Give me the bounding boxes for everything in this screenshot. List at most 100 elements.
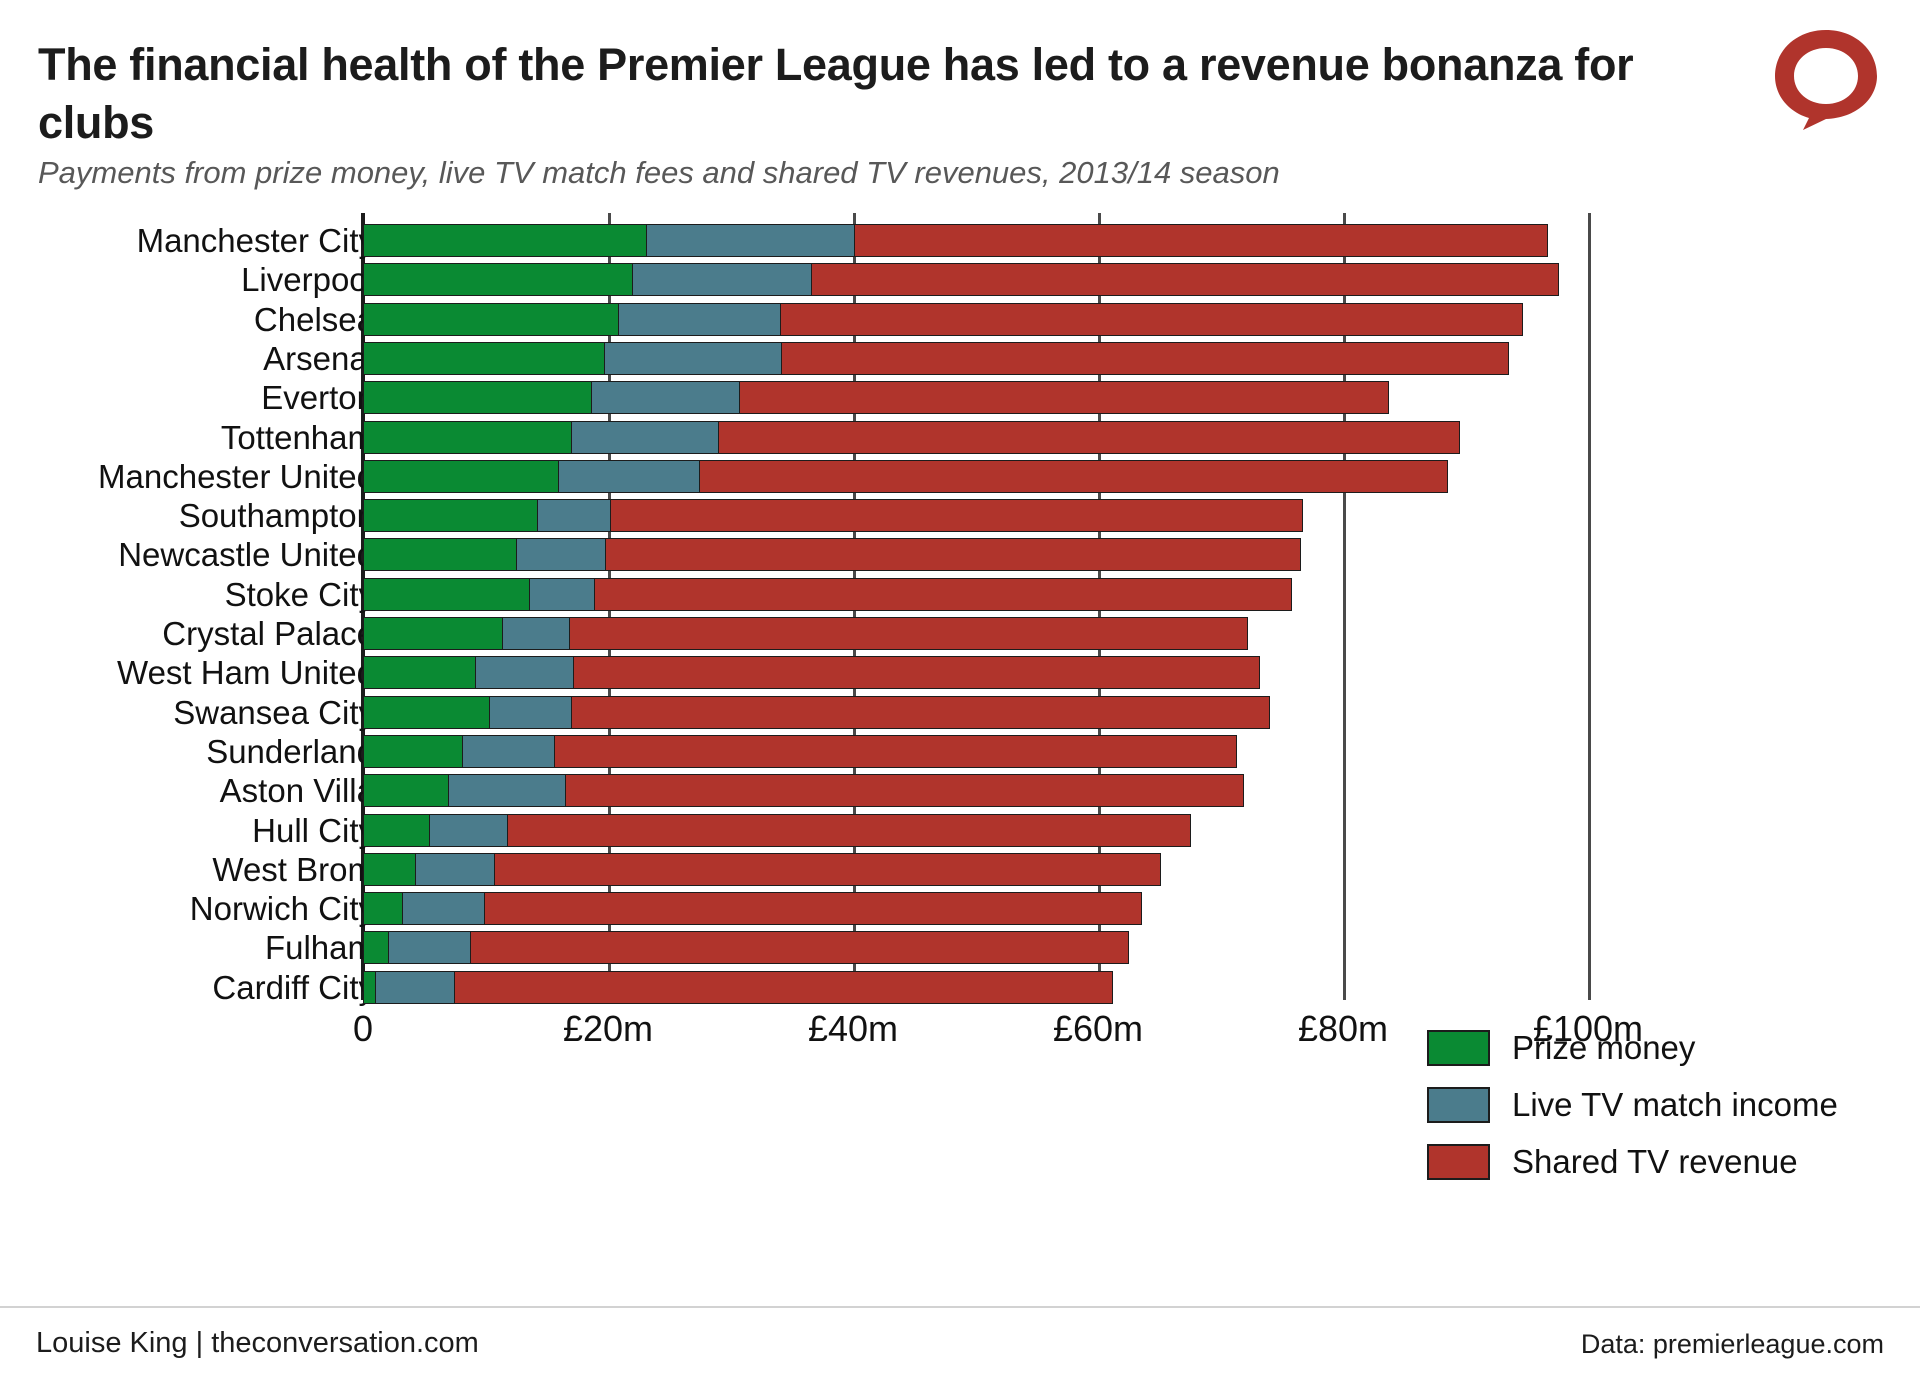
stacked-bar — [363, 499, 1304, 533]
bar-segment-shared — [780, 302, 1523, 336]
stacked-bar — [363, 892, 1142, 926]
y-axis-category-label: Cardiff City — [212, 968, 375, 1006]
y-axis-category-label: Aston Villa — [219, 772, 375, 810]
chart-row: Manchester City — [0, 221, 1920, 260]
bar-segment-prize — [363, 224, 648, 257]
chart-row: Newcastle United — [0, 535, 1920, 574]
bar-rows: Manchester City Liverpool Chelsea Arsenal Ev… — [0, 213, 1920, 1006]
bar-segment-shared — [454, 970, 1114, 1004]
chart-row: West Ham United — [0, 653, 1920, 692]
x-tick-label: £100m — [1532, 1008, 1644, 1049]
y-axis-category-label: Tottenham — [220, 418, 375, 456]
bar-segment-prize — [363, 734, 464, 768]
stacked-bar — [363, 813, 1191, 847]
chart-header: The financial health of the Premier Leag… — [0, 0, 1920, 210]
stacked-bar — [363, 656, 1261, 690]
y-axis-category-label: Chelsea — [253, 300, 375, 338]
stacked-bar — [363, 695, 1271, 729]
bar-segment-prize — [363, 577, 531, 611]
stacked-bar — [363, 774, 1245, 808]
y-axis-category-label: Hull City — [252, 811, 375, 849]
chart-row: Arsenal — [0, 339, 1920, 378]
bar-segment-prize — [363, 774, 450, 808]
x-tick-label: £60m — [1052, 1008, 1144, 1049]
stacked-bar — [363, 577, 1293, 611]
chart-row: Norwich City — [0, 889, 1920, 928]
stacked-bar — [363, 302, 1523, 336]
bar-segment-prize — [363, 499, 539, 533]
chart-row: Southampton — [0, 496, 1920, 535]
bar-segment-live — [415, 852, 496, 886]
stacked-bar — [363, 931, 1130, 965]
bar-segment-prize — [363, 656, 477, 690]
chart-row: Everton — [0, 378, 1920, 417]
y-axis-category-label: Stoke City — [224, 575, 375, 613]
y-axis-category-label: Everton — [261, 379, 375, 417]
bar-segment-live — [488, 695, 573, 729]
chart-row: Crystal Palace — [0, 614, 1920, 653]
y-axis-category-label: West Ham United — [117, 654, 375, 692]
bar-segment-shared — [493, 852, 1162, 886]
x-tick-label: £80m — [1297, 1008, 1389, 1049]
y-axis-category-label: Crystal Palace — [162, 615, 375, 652]
x-tick-label: £20m — [562, 1008, 654, 1049]
y-axis-category-label: Manchester City — [136, 222, 375, 259]
stacked-bar — [363, 420, 1461, 454]
chart-row: Swansea City — [0, 693, 1920, 732]
stacked-bar — [363, 970, 1114, 1004]
bar-segment-prize — [363, 538, 518, 572]
bar-segment-live — [590, 381, 740, 415]
bar-segment-prize — [363, 459, 559, 493]
bar-segment-shared — [470, 931, 1130, 965]
bar-segment-shared — [553, 734, 1238, 768]
bar-segment-shared — [781, 341, 1510, 375]
stacked-bar — [363, 852, 1162, 886]
bar-segment-shared — [699, 459, 1448, 493]
bar-segment-prize — [363, 695, 491, 729]
chart-row: West Brom — [0, 850, 1920, 889]
bar-segment-prize — [363, 341, 606, 375]
chart-plot-area: Manchester City Liverpool Chelsea Arsenal Ev… — [0, 213, 1920, 1228]
chart-row: Tottenham — [0, 418, 1920, 457]
bar-segment-live — [401, 892, 486, 926]
stacked-bar — [363, 734, 1238, 768]
stacked-bar — [363, 263, 1560, 297]
bar-segment-live — [374, 970, 456, 1004]
bar-segment-live — [388, 931, 472, 965]
chart-subtitle: Payments from prize money, live TV match… — [38, 155, 1280, 190]
bar-segment-live — [570, 420, 720, 454]
bar-segment-live — [428, 813, 509, 847]
bar-segment-live — [461, 734, 556, 768]
stacked-bar — [363, 538, 1301, 572]
bar-segment-live — [515, 538, 607, 572]
bar-segment-prize — [363, 617, 504, 650]
chart-row: Hull City — [0, 811, 1920, 850]
the-conversation-logo-icon — [1770, 26, 1882, 134]
bar-segment-live — [448, 774, 567, 808]
bar-segment-shared — [738, 381, 1389, 415]
chart-row: Cardiff City — [0, 968, 1920, 1007]
y-axis-category-label: Sunderland — [206, 732, 375, 770]
stacked-bar — [363, 381, 1389, 415]
bar-segment-prize — [363, 302, 620, 336]
legend-item: Shared TV revenue — [1427, 1136, 1847, 1188]
bar-segment-shared — [570, 695, 1271, 729]
y-axis-category-label: Fulham — [264, 929, 375, 967]
chart-row: Chelsea — [0, 300, 1920, 339]
stacked-bar — [363, 617, 1249, 650]
bar-segment-shared — [853, 224, 1549, 257]
bar-segment-shared — [593, 577, 1293, 611]
bar-segment-prize — [363, 381, 593, 415]
bar-segment-live — [557, 459, 701, 493]
bar-segment-live — [632, 263, 813, 297]
legend-swatch-icon — [1427, 1087, 1490, 1123]
chart-row: Stoke City — [0, 575, 1920, 614]
bar-segment-shared — [604, 538, 1301, 572]
chart-row: Sunderland — [0, 732, 1920, 771]
bar-segment-shared — [507, 813, 1191, 847]
bar-segment-prize — [363, 892, 404, 926]
y-axis-category-label: Arsenal — [263, 339, 375, 377]
bar-segment-prize — [363, 813, 431, 847]
gridline — [1343, 213, 1346, 1000]
y-axis-category-label: Newcastle United — [118, 536, 375, 574]
